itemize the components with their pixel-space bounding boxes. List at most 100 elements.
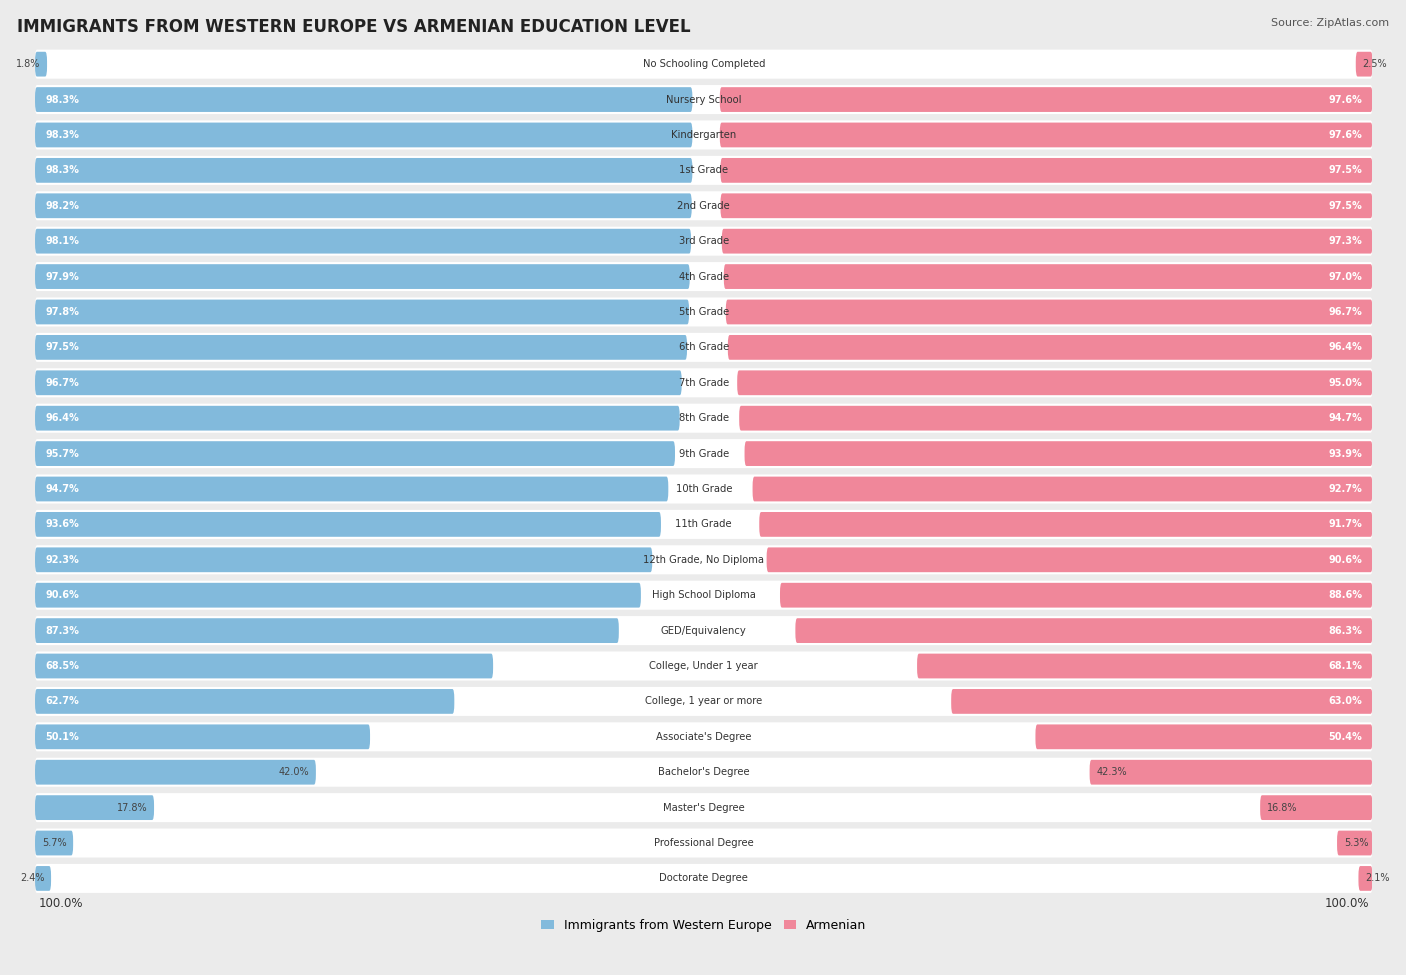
FancyBboxPatch shape	[728, 335, 1372, 360]
FancyBboxPatch shape	[35, 404, 1372, 433]
FancyBboxPatch shape	[35, 616, 1372, 645]
FancyBboxPatch shape	[35, 332, 1372, 362]
Text: 12th Grade, No Diploma: 12th Grade, No Diploma	[644, 555, 765, 565]
FancyBboxPatch shape	[720, 123, 1372, 147]
Text: 5th Grade: 5th Grade	[679, 307, 728, 317]
Text: College, 1 year or more: College, 1 year or more	[645, 696, 762, 707]
FancyBboxPatch shape	[35, 87, 692, 112]
Text: 62.7%: 62.7%	[45, 696, 79, 707]
Text: 5.3%: 5.3%	[1344, 838, 1368, 848]
FancyBboxPatch shape	[780, 583, 1372, 607]
FancyBboxPatch shape	[35, 618, 619, 643]
Text: 2.5%: 2.5%	[1362, 59, 1388, 69]
FancyBboxPatch shape	[35, 653, 494, 679]
FancyBboxPatch shape	[952, 689, 1372, 714]
FancyBboxPatch shape	[1355, 52, 1372, 77]
Text: 93.9%: 93.9%	[1329, 448, 1362, 458]
FancyBboxPatch shape	[35, 475, 1372, 503]
Text: 96.7%: 96.7%	[45, 377, 79, 388]
FancyBboxPatch shape	[35, 264, 690, 289]
Text: 98.3%: 98.3%	[45, 130, 79, 140]
FancyBboxPatch shape	[35, 262, 1372, 292]
FancyBboxPatch shape	[740, 406, 1372, 431]
Text: 91.7%: 91.7%	[1329, 520, 1362, 529]
Text: 96.7%: 96.7%	[1329, 307, 1362, 317]
FancyBboxPatch shape	[35, 796, 155, 820]
FancyBboxPatch shape	[35, 406, 679, 431]
FancyBboxPatch shape	[752, 477, 1372, 501]
Text: College, Under 1 year: College, Under 1 year	[650, 661, 758, 671]
Text: 97.6%: 97.6%	[1329, 130, 1362, 140]
Text: 97.5%: 97.5%	[45, 342, 79, 352]
FancyBboxPatch shape	[35, 335, 688, 360]
FancyBboxPatch shape	[721, 229, 1372, 254]
FancyBboxPatch shape	[35, 123, 692, 147]
Text: 95.0%: 95.0%	[1329, 377, 1362, 388]
Text: 63.0%: 63.0%	[1329, 696, 1362, 707]
FancyBboxPatch shape	[35, 829, 1372, 858]
Text: 92.3%: 92.3%	[45, 555, 79, 565]
FancyBboxPatch shape	[35, 866, 51, 891]
Text: Kindergarten: Kindergarten	[671, 130, 737, 140]
FancyBboxPatch shape	[720, 158, 1372, 182]
Text: GED/Equivalency: GED/Equivalency	[661, 626, 747, 636]
FancyBboxPatch shape	[35, 547, 652, 572]
FancyBboxPatch shape	[35, 724, 370, 749]
Text: 98.1%: 98.1%	[45, 236, 79, 246]
Text: 68.1%: 68.1%	[1329, 661, 1362, 671]
FancyBboxPatch shape	[720, 193, 1372, 218]
Text: 10th Grade: 10th Grade	[675, 484, 733, 494]
Text: 86.3%: 86.3%	[1329, 626, 1362, 636]
Text: No Schooling Completed: No Schooling Completed	[643, 59, 765, 69]
FancyBboxPatch shape	[35, 477, 668, 501]
Text: 17.8%: 17.8%	[117, 802, 148, 812]
FancyBboxPatch shape	[35, 50, 1372, 79]
Text: IMMIGRANTS FROM WESTERN EUROPE VS ARMENIAN EDUCATION LEVEL: IMMIGRANTS FROM WESTERN EUROPE VS ARMENI…	[17, 18, 690, 35]
FancyBboxPatch shape	[759, 512, 1372, 537]
Text: 98.3%: 98.3%	[45, 166, 79, 175]
FancyBboxPatch shape	[35, 581, 1372, 609]
Text: 8th Grade: 8th Grade	[679, 413, 728, 423]
Text: Doctorate Degree: Doctorate Degree	[659, 874, 748, 883]
Text: 94.7%: 94.7%	[1329, 413, 1362, 423]
Text: 2nd Grade: 2nd Grade	[678, 201, 730, 211]
FancyBboxPatch shape	[35, 760, 316, 785]
FancyBboxPatch shape	[35, 297, 1372, 327]
Text: 97.0%: 97.0%	[1329, 272, 1362, 282]
FancyBboxPatch shape	[1358, 866, 1372, 891]
FancyBboxPatch shape	[745, 442, 1372, 466]
Text: 97.5%: 97.5%	[1329, 166, 1362, 175]
Text: 42.3%: 42.3%	[1097, 767, 1128, 777]
Text: 98.2%: 98.2%	[45, 201, 79, 211]
FancyBboxPatch shape	[35, 442, 675, 466]
Text: Master's Degree: Master's Degree	[662, 802, 745, 812]
FancyBboxPatch shape	[35, 583, 641, 607]
FancyBboxPatch shape	[35, 85, 1372, 114]
Text: 2.1%: 2.1%	[1365, 874, 1389, 883]
FancyBboxPatch shape	[35, 687, 1372, 716]
FancyBboxPatch shape	[35, 191, 1372, 220]
Text: 100.0%: 100.0%	[38, 897, 83, 911]
FancyBboxPatch shape	[35, 864, 1372, 893]
Text: 68.5%: 68.5%	[45, 661, 79, 671]
FancyBboxPatch shape	[35, 793, 1372, 822]
Text: Associate's Degree: Associate's Degree	[657, 732, 751, 742]
FancyBboxPatch shape	[35, 121, 1372, 149]
FancyBboxPatch shape	[35, 158, 692, 182]
Text: Bachelor's Degree: Bachelor's Degree	[658, 767, 749, 777]
FancyBboxPatch shape	[35, 722, 1372, 752]
Text: 1st Grade: 1st Grade	[679, 166, 728, 175]
Text: 88.6%: 88.6%	[1329, 590, 1362, 601]
FancyBboxPatch shape	[35, 52, 46, 77]
Text: 90.6%: 90.6%	[45, 590, 79, 601]
Text: 6th Grade: 6th Grade	[679, 342, 728, 352]
FancyBboxPatch shape	[724, 264, 1372, 289]
Text: 97.8%: 97.8%	[45, 307, 79, 317]
FancyBboxPatch shape	[35, 156, 1372, 185]
FancyBboxPatch shape	[725, 299, 1372, 325]
FancyBboxPatch shape	[35, 689, 454, 714]
Text: 4th Grade: 4th Grade	[679, 272, 728, 282]
FancyBboxPatch shape	[35, 512, 661, 537]
FancyBboxPatch shape	[35, 370, 682, 395]
FancyBboxPatch shape	[1090, 760, 1372, 785]
